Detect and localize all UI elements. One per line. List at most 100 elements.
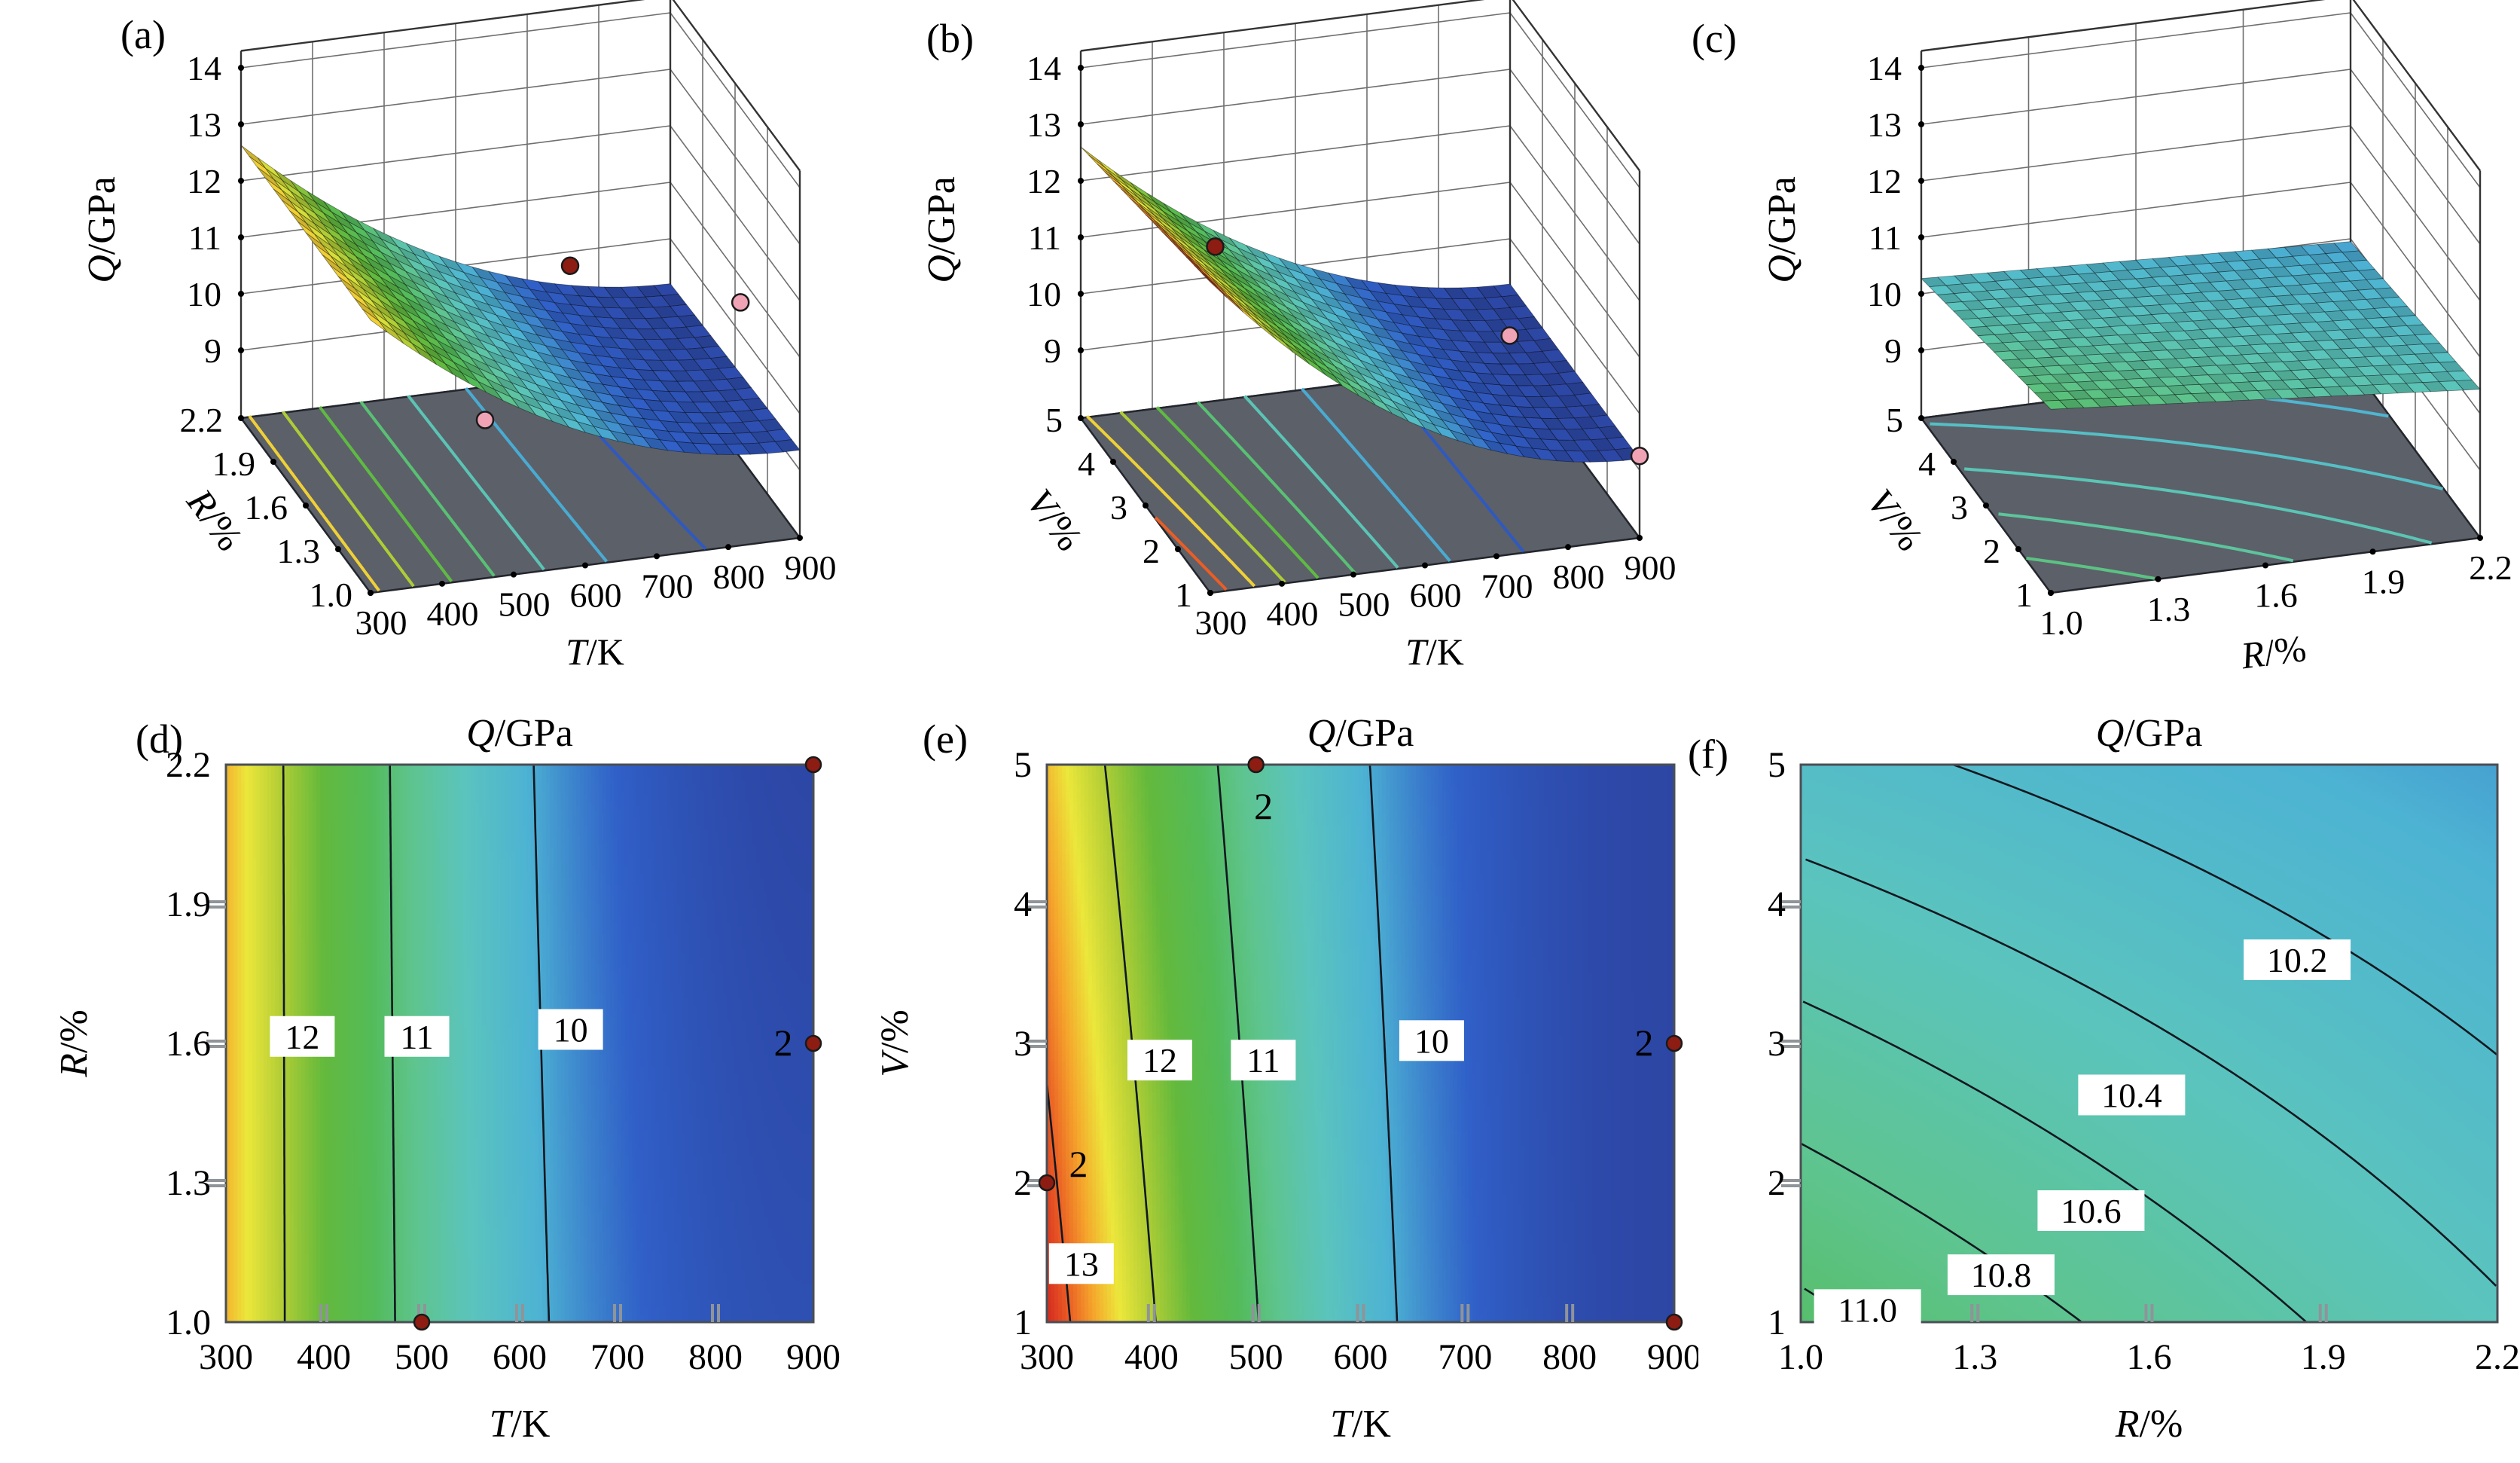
svg-text:1: 1 bbox=[2015, 576, 2033, 614]
svg-text:400: 400 bbox=[1267, 594, 1319, 633]
panel-label-c: (c) bbox=[1692, 16, 1737, 61]
svg-text:1.0: 1.0 bbox=[166, 1303, 211, 1342]
svg-text:500: 500 bbox=[1338, 585, 1390, 624]
svg-text:V/%: V/% bbox=[1019, 481, 1091, 559]
svg-text:9: 9 bbox=[1044, 331, 1061, 370]
svg-text:3: 3 bbox=[1014, 1024, 1032, 1064]
svg-text:4: 4 bbox=[1768, 884, 1786, 924]
panel-label-a: (a) bbox=[121, 12, 166, 57]
svg-text:300: 300 bbox=[355, 603, 407, 642]
svg-text:600: 600 bbox=[493, 1337, 547, 1377]
svg-text:300: 300 bbox=[1195, 603, 1247, 642]
svg-text:500: 500 bbox=[1229, 1337, 1283, 1377]
svg-text:1.9: 1.9 bbox=[2301, 1337, 2346, 1377]
svg-text:R/%: R/% bbox=[2115, 1403, 2183, 1446]
svg-text:Q/GPa: Q/GPa bbox=[81, 176, 124, 283]
svg-text:R/%: R/% bbox=[2238, 627, 2309, 677]
svg-text:13: 13 bbox=[1867, 105, 1902, 144]
svg-text:2: 2 bbox=[1635, 1022, 1654, 1064]
contour-plot-e: 300 400 500 600 700 800 90012345Q/GPaT/KV/%131… bbox=[874, 712, 1698, 1446]
svg-text:11.0: 11.0 bbox=[1838, 1290, 1897, 1329]
svg-text:2: 2 bbox=[1768, 1163, 1786, 1203]
contour-plot-d: 300 400 500 600 700 800 900 1.0 1.3 1.6 1.9 2.2 Q/GP… bbox=[53, 712, 840, 1446]
svg-text:12: 12 bbox=[187, 162, 221, 200]
svg-text:1.6: 1.6 bbox=[245, 488, 288, 527]
panel-d: (d) 300 400 500 600 700 800 900 1.0 1.3 1.6 1.9 2.2… bbox=[0, 708, 840, 1463]
svg-text:13: 13 bbox=[1064, 1245, 1099, 1283]
svg-text:V/%: V/% bbox=[1859, 481, 1932, 559]
svg-text:5: 5 bbox=[1014, 745, 1032, 785]
svg-text:1.0: 1.0 bbox=[310, 576, 353, 614]
svg-text:1: 1 bbox=[1768, 1303, 1786, 1342]
svg-text:1.6: 1.6 bbox=[2254, 576, 2298, 615]
contour-plot-f: 1.01.31.61.92.212345Q/GPaR/%V/%11.010.81… bbox=[1768, 712, 2520, 1446]
svg-text:3: 3 bbox=[1110, 488, 1127, 527]
svg-text:1: 1 bbox=[1175, 576, 1192, 614]
svg-text:600: 600 bbox=[1334, 1337, 1388, 1377]
svg-text:300: 300 bbox=[199, 1337, 253, 1377]
svg-text:Q/GPa: Q/GPa bbox=[920, 176, 963, 283]
panel-a: (a) 300 400 500 600 700 800 900 1.0 1.3 1.6 1.9 2.2… bbox=[0, 0, 840, 678]
panel-c: (c) 1.0 1.3 1.6 1.9 2.2 1 2 3 4 5 9 10 11 12 13 14 Q/GPa… bbox=[1680, 0, 2520, 678]
svg-text:11: 11 bbox=[1869, 218, 1902, 257]
svg-text:Q/GPa: Q/GPa bbox=[466, 712, 573, 755]
svg-text:10: 10 bbox=[1027, 275, 1061, 313]
svg-text:2.2: 2.2 bbox=[166, 745, 211, 785]
svg-text:800: 800 bbox=[713, 557, 765, 596]
svg-text:1.0: 1.0 bbox=[2039, 603, 2083, 642]
svg-text:10.2: 10.2 bbox=[2267, 941, 2328, 979]
svg-text:10: 10 bbox=[187, 275, 221, 313]
svg-text:800: 800 bbox=[688, 1337, 743, 1377]
svg-text:500: 500 bbox=[499, 585, 551, 624]
svg-text:5: 5 bbox=[1768, 745, 1786, 785]
svg-text:T/K: T/K bbox=[1330, 1403, 1391, 1446]
panel-e: (e) 300 400 500 600 700 800 900 1 2 3 4 5 Q/GPa T/K V/… bbox=[840, 708, 1698, 1463]
svg-text:1.3: 1.3 bbox=[166, 1163, 211, 1203]
svg-text:2: 2 bbox=[1014, 1163, 1032, 1203]
svg-text:900: 900 bbox=[1625, 548, 1676, 587]
svg-text:5: 5 bbox=[1886, 401, 1903, 439]
svg-text:500: 500 bbox=[395, 1337, 449, 1377]
svg-text:1.3: 1.3 bbox=[1952, 1337, 1997, 1377]
svg-text:T/K: T/K bbox=[1405, 631, 1464, 673]
svg-text:3: 3 bbox=[1951, 488, 1968, 527]
svg-text:12: 12 bbox=[1867, 162, 1902, 200]
svg-text:2: 2 bbox=[1143, 532, 1160, 570]
svg-text:T/K: T/K bbox=[566, 631, 624, 673]
svg-text:900: 900 bbox=[786, 1337, 840, 1377]
svg-text:13: 13 bbox=[1027, 105, 1061, 144]
svg-text:2: 2 bbox=[1983, 532, 2000, 570]
svg-text:1.9: 1.9 bbox=[166, 884, 211, 924]
svg-text:1.9: 1.9 bbox=[2362, 562, 2406, 600]
svg-text:1.9: 1.9 bbox=[212, 444, 256, 483]
svg-text:1.0: 1.0 bbox=[1778, 1337, 1823, 1377]
surface-plot-c: 1.0 1.3 1.6 1.9 2.21234591011121314Q/GPaV/%R… bbox=[1761, 0, 2512, 677]
svg-text:300: 300 bbox=[1020, 1337, 1074, 1377]
svg-text:13: 13 bbox=[187, 105, 221, 144]
svg-text:10: 10 bbox=[1414, 1022, 1449, 1060]
svg-text:1.3: 1.3 bbox=[277, 532, 321, 570]
svg-text:700: 700 bbox=[642, 567, 694, 605]
svg-text:800: 800 bbox=[1542, 1337, 1597, 1377]
svg-text:2: 2 bbox=[774, 1022, 793, 1064]
svg-text:14: 14 bbox=[187, 49, 221, 87]
svg-text:11: 11 bbox=[1246, 1041, 1280, 1080]
svg-text:10.8: 10.8 bbox=[1971, 1256, 2032, 1294]
contour-heatmap-f bbox=[1801, 765, 2497, 1322]
panel-f: (f) 1.01.31.61.92.212345Q/GPaR/%V/%11.01… bbox=[1680, 708, 2520, 1463]
svg-text:10: 10 bbox=[1867, 275, 1902, 313]
svg-text:1: 1 bbox=[1014, 1303, 1032, 1342]
svg-text:4: 4 bbox=[1014, 884, 1032, 924]
svg-text:900: 900 bbox=[1647, 1337, 1698, 1377]
svg-text:2.2: 2.2 bbox=[2475, 1337, 2520, 1377]
svg-text:11: 11 bbox=[188, 218, 221, 257]
svg-text:400: 400 bbox=[1124, 1337, 1179, 1377]
panel-label-f: (f) bbox=[1688, 732, 1728, 777]
svg-text:10.4: 10.4 bbox=[2101, 1076, 2162, 1114]
svg-text:12: 12 bbox=[1027, 162, 1061, 200]
svg-text:2: 2 bbox=[1254, 785, 1273, 827]
svg-text:600: 600 bbox=[570, 576, 622, 615]
svg-text:5: 5 bbox=[1045, 401, 1063, 439]
svg-text:10: 10 bbox=[554, 1011, 588, 1049]
